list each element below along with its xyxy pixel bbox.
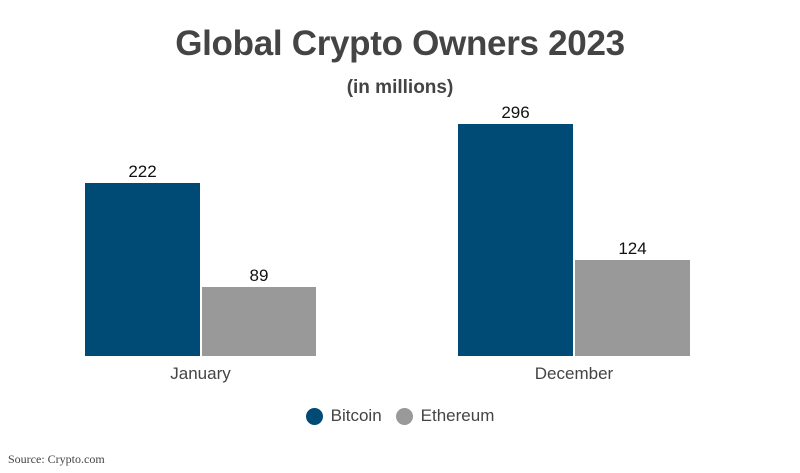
data-label-january-bitcoin: 222 [128, 162, 157, 181]
legend-item-bitcoin[interactable]: Bitcoin [305, 406, 382, 426]
chart-title: Global Crypto Owners 2023 [175, 24, 625, 63]
legend: Bitcoin Ethereum [0, 406, 800, 426]
legend-dot-icon [395, 407, 413, 425]
source-note: Source: Crypto.com [8, 452, 105, 466]
bar-january-ethereum [202, 287, 316, 356]
bar-january-bitcoin [85, 183, 200, 356]
legend-item-ethereum[interactable]: Ethereum [395, 406, 495, 426]
category-label-january: January [170, 364, 231, 383]
chart-subtitle: (in millions) [346, 77, 454, 98]
category-label-december: December [534, 364, 614, 383]
legend-dot-icon [305, 407, 323, 425]
data-label-december-ethereum: 124 [618, 239, 647, 258]
bar-december-bitcoin [458, 124, 573, 356]
bar-december-ethereum [575, 260, 690, 356]
legend-label: Ethereum [420, 406, 495, 425]
data-label-december-bitcoin: 296 [501, 103, 530, 122]
legend-label: Bitcoin [330, 406, 382, 425]
data-label-january-ethereum: 89 [249, 266, 269, 285]
